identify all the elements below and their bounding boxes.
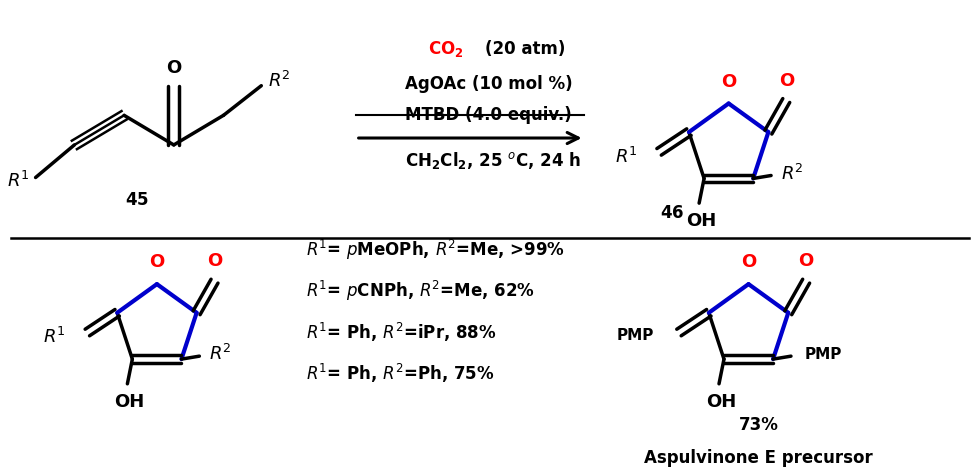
Text: AgOAc (10 mol %): AgOAc (10 mol %)	[406, 75, 573, 93]
Text: $R^1$= Ph, $R^2$=Ph, 75%: $R^1$= Ph, $R^2$=Ph, 75%	[306, 362, 495, 386]
Text: O: O	[741, 253, 757, 271]
Text: O: O	[167, 59, 181, 77]
Text: Aspulvinone E precursor: Aspulvinone E precursor	[644, 449, 873, 467]
Text: O: O	[799, 253, 813, 270]
Text: $\mathbf{46}$: $\mathbf{46}$	[661, 204, 684, 222]
Text: O: O	[721, 73, 736, 91]
Text: O: O	[779, 72, 794, 90]
Text: $\mathbf{CH_2Cl_2}$, 25 $^o$C, 24 h: $\mathbf{CH_2Cl_2}$, 25 $^o$C, 24 h	[406, 150, 581, 171]
Text: $R^1$: $R^1$	[8, 170, 30, 191]
Text: $R^2$: $R^2$	[781, 163, 804, 184]
Text: PMP: PMP	[616, 328, 654, 343]
Text: $R^1$= $\it{p}$CNPh, $R^2$=Me, 62%: $R^1$= $\it{p}$CNPh, $R^2$=Me, 62%	[306, 279, 535, 303]
Text: $R^2$: $R^2$	[210, 344, 232, 364]
Text: 73%: 73%	[739, 416, 778, 434]
Text: O: O	[207, 253, 222, 270]
Text: PMP: PMP	[805, 346, 842, 362]
Text: $R^1$: $R^1$	[614, 147, 637, 167]
Text: $R^2$: $R^2$	[268, 71, 290, 91]
Text: MTBD (4.0 equiv.): MTBD (4.0 equiv.)	[406, 106, 572, 124]
Text: OH: OH	[706, 393, 736, 411]
Text: $\mathbf{45}$: $\mathbf{45}$	[125, 191, 149, 209]
Text: $R^1$: $R^1$	[43, 328, 66, 347]
Text: $\mathbf{CO_2}$: $\mathbf{CO_2}$	[428, 39, 464, 59]
Text: OH: OH	[115, 393, 144, 411]
Text: $R^1$= Ph, $R^2$=iPr, 88%: $R^1$= Ph, $R^2$=iPr, 88%	[306, 321, 497, 344]
Text: OH: OH	[686, 212, 716, 230]
Text: $R^1$= $\it{p}$MeOPh, $R^2$=Me, >99%: $R^1$= $\it{p}$MeOPh, $R^2$=Me, >99%	[306, 237, 564, 261]
Text: O: O	[149, 253, 165, 271]
Text: (20 atm): (20 atm)	[485, 40, 565, 58]
